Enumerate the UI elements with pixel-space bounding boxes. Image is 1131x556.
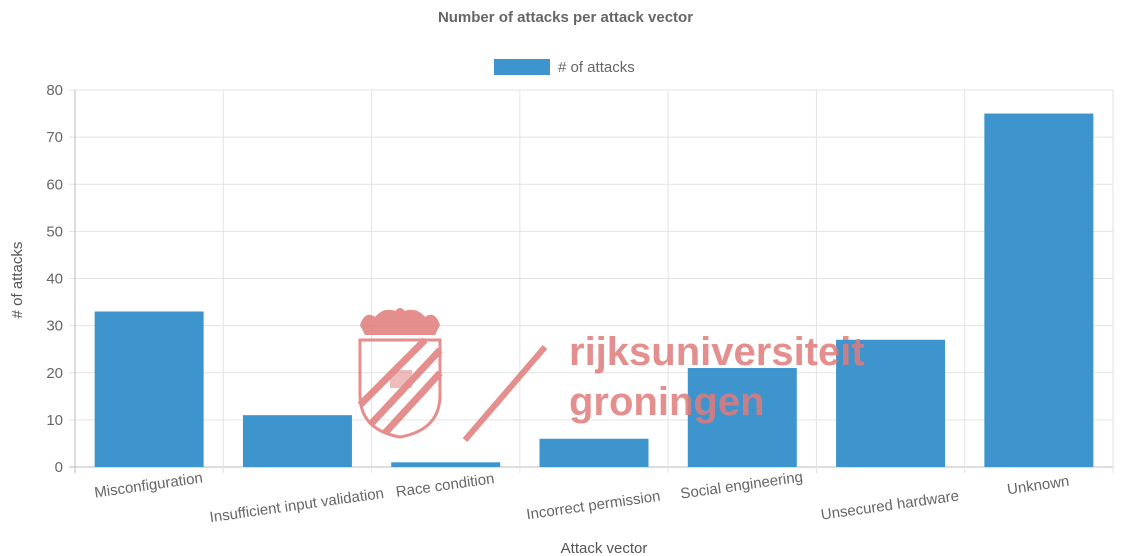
x-tick-label: Unknown (1006, 473, 1070, 499)
y-axis-label: # of attacks (9, 242, 26, 319)
bar-race-condition[interactable] (391, 462, 501, 467)
y-tick-label: 30 (46, 318, 63, 335)
legend-swatch[interactable] (494, 59, 550, 75)
y-axis-ticks: 0 10 20 30 40 50 60 70 80 (46, 82, 63, 476)
x-tick-label: Misconfiguration (93, 470, 204, 502)
bar-social-engineering[interactable] (687, 368, 797, 467)
legend-label[interactable]: # of attacks (558, 59, 635, 76)
y-tick-label: 20 (46, 365, 63, 382)
chart-title: Number of attacks per attack vector (437, 9, 694, 26)
bar-incorrect-permission[interactable] (539, 438, 649, 467)
x-tick-label: Unsecured hardware (820, 487, 960, 523)
x-tick-label: Social engineering (679, 469, 804, 503)
y-tick-label: 0 (55, 459, 63, 476)
y-tick-label: 60 (46, 176, 63, 193)
x-tick-label: Insufficient input validation (209, 485, 385, 526)
bar-unknown[interactable] (984, 113, 1094, 467)
y-tick-label: 50 (46, 223, 63, 240)
grid (69, 89, 1114, 473)
bar-insufficient-input-validation[interactable] (242, 415, 352, 467)
x-tick-label: Incorrect permission (525, 488, 661, 524)
x-tick-label: Race condition (395, 470, 496, 501)
x-axis-ticks: Misconfiguration Insufficient input valid… (93, 469, 1070, 527)
y-tick-label: 80 (46, 82, 63, 99)
y-tick-label: 70 (46, 129, 63, 146)
bar-unsecured-hardware[interactable] (836, 339, 946, 467)
bar-misconfiguration[interactable] (94, 311, 204, 467)
legend: # of attacks (494, 59, 635, 76)
y-tick-label: 40 (46, 271, 63, 288)
x-axis-label: Attack vector (561, 540, 648, 556)
y-tick-label: 10 (46, 412, 63, 429)
bars (94, 113, 1094, 467)
